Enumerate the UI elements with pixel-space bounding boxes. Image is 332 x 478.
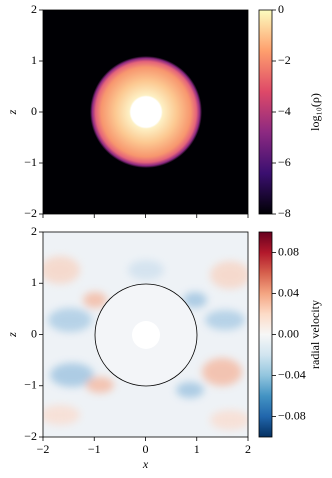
x-tick-label: 0 xyxy=(143,442,149,456)
colorbar-tick-label: −0.04 xyxy=(278,367,306,381)
y-tick-label: −1 xyxy=(24,378,37,392)
y-axis-label: z xyxy=(5,109,19,115)
flow-feature xyxy=(210,410,248,430)
y-tick-label: −1 xyxy=(24,155,37,169)
x-tick-label: 1 xyxy=(194,442,200,456)
colorbar-tick-label: 0.00 xyxy=(278,326,299,340)
flow-feature xyxy=(43,405,80,425)
colorbar-tick-label: 0.04 xyxy=(278,285,299,299)
colorbar-tick-label: −4 xyxy=(278,104,291,118)
flow-feature xyxy=(202,358,242,386)
density-field xyxy=(90,56,202,168)
colorbar-tick-label: 0.08 xyxy=(278,244,299,258)
x-tick-label: −1 xyxy=(88,442,101,456)
colorbar xyxy=(258,231,273,438)
colorbar-label: radial velocity xyxy=(308,300,322,369)
flow-feature xyxy=(210,261,248,289)
x-tick-label: 2 xyxy=(245,442,251,456)
y-tick-label: 2 xyxy=(31,224,37,238)
y-tick-label: 2 xyxy=(31,2,37,16)
colorbar-tick-label: −0.08 xyxy=(278,408,306,422)
y-tick-label: 0 xyxy=(31,326,37,340)
x-axis-label: x xyxy=(142,457,149,471)
flow-feature xyxy=(176,382,204,398)
y-tick-label: 1 xyxy=(31,275,37,289)
flow-feature xyxy=(183,292,207,308)
inner-mask xyxy=(132,321,160,349)
colorbar xyxy=(258,9,273,215)
y-tick-label: 1 xyxy=(31,53,37,67)
colorbar-label: log₁₀(ρ) xyxy=(308,93,322,131)
flow-feature xyxy=(86,377,114,393)
x-tick-label: −2 xyxy=(37,442,50,456)
y-tick-label: −2 xyxy=(24,206,37,220)
colorbar-tick-label: −6 xyxy=(278,155,291,169)
flow-feature xyxy=(128,260,164,280)
flow-feature xyxy=(50,363,94,387)
colorbar-tick-label: 0 xyxy=(278,2,284,16)
flow-feature xyxy=(205,310,245,330)
flow-feature xyxy=(83,292,107,308)
colorbar-tick-label: −2 xyxy=(278,53,291,67)
y-tick-label: −2 xyxy=(24,429,37,443)
colorbar-tick-label: −8 xyxy=(278,206,291,220)
velocity-field xyxy=(43,232,248,437)
flow-feature xyxy=(43,256,80,284)
y-tick-label: 0 xyxy=(31,104,37,118)
y-axis-label: z xyxy=(5,332,19,338)
flow-feature xyxy=(48,308,92,332)
